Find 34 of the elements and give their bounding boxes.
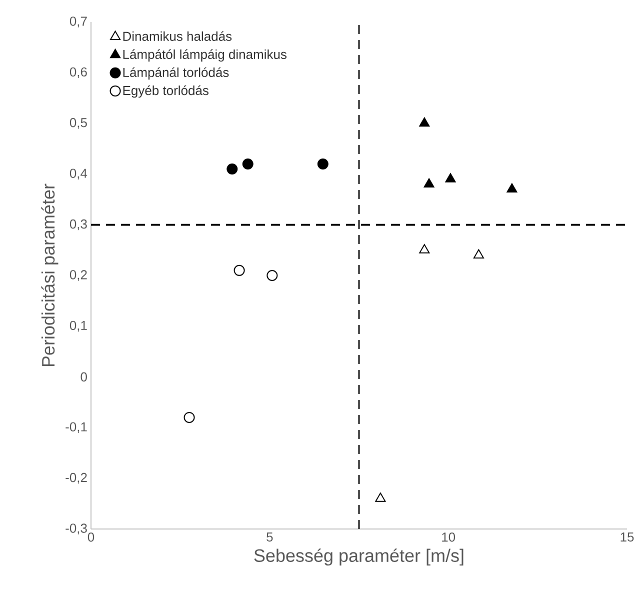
y-tick-label: 0,3 bbox=[70, 219, 87, 230]
point bbox=[419, 244, 430, 254]
y-tick-label: 0,7 bbox=[70, 16, 87, 28]
point bbox=[184, 412, 195, 423]
y-tick-label: 0,1 bbox=[70, 320, 87, 332]
x-tick-label: 0 bbox=[88, 532, 94, 542]
point bbox=[445, 173, 456, 182]
y-tick-label: 0 bbox=[80, 372, 87, 382]
x-tick-label: 5 bbox=[266, 532, 273, 542]
point bbox=[234, 264, 245, 276]
point bbox=[375, 492, 386, 502]
point bbox=[473, 249, 484, 258]
point bbox=[266, 270, 278, 281]
y-axis-title: Periodicitási paraméter bbox=[41, 184, 58, 366]
point bbox=[226, 164, 238, 175]
y-tick-label: 0,4 bbox=[70, 168, 88, 180]
point bbox=[242, 158, 254, 170]
point bbox=[506, 183, 518, 193]
legend-label: Lámpától lámpáig dinamikus bbox=[123, 49, 286, 62]
y-tick-label: -0,1 bbox=[66, 422, 87, 433]
point bbox=[424, 178, 434, 188]
legend-label: Lámpánál torlódás bbox=[123, 67, 229, 80]
y-tick-label: 0,6 bbox=[70, 67, 87, 78]
x-axis-title: Sebesség paraméter [m/s] bbox=[254, 548, 464, 566]
legend-label: Egyéb torlódás bbox=[123, 85, 208, 98]
y-tick-label: 0,5 bbox=[70, 118, 87, 129]
x-tick-label: 10 bbox=[442, 532, 456, 542]
point bbox=[419, 117, 430, 127]
point bbox=[317, 158, 328, 170]
y-tick-label: 0,2 bbox=[70, 270, 87, 281]
y-tick-label: -0,2 bbox=[66, 472, 87, 484]
legend-label: Dinamikus haladás bbox=[123, 31, 232, 41]
x-tick-label: 15 bbox=[620, 532, 634, 542]
y-tick-label: -0,3 bbox=[66, 524, 87, 534]
